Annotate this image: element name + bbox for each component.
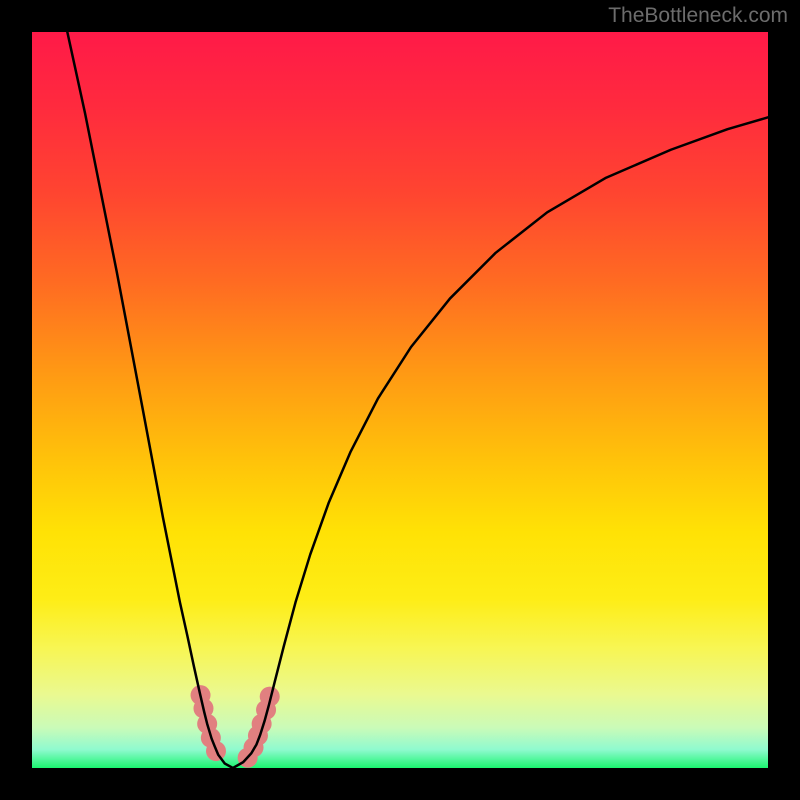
page-root: TheBottleneck.com [0,0,800,800]
gradient-background [32,32,768,768]
bottleneck-chart [32,32,768,768]
chart-plot-area [32,32,768,768]
watermark-text: TheBottleneck.com [608,4,788,28]
